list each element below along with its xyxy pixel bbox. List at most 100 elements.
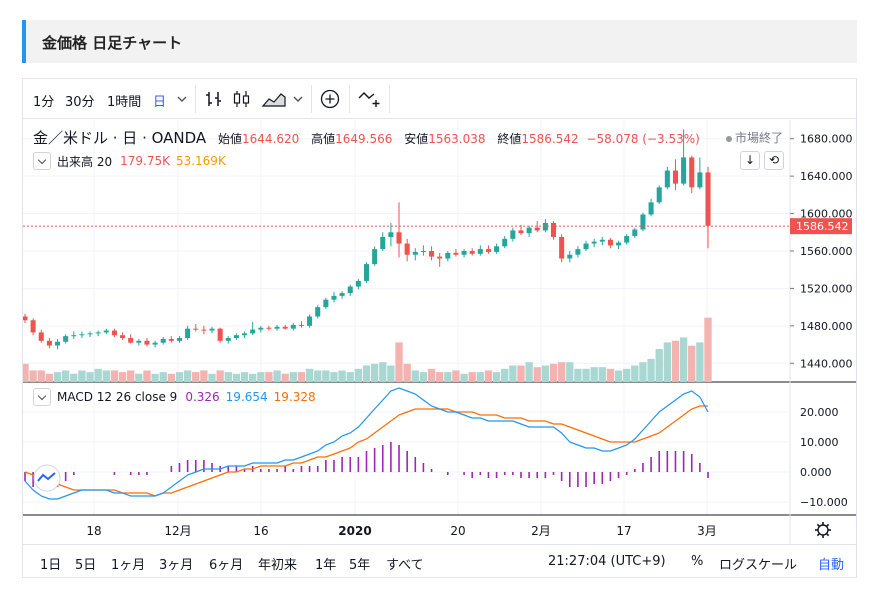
volume-bar: [232, 373, 241, 382]
volume-bar: [159, 372, 167, 382]
range-1m[interactable]: 1ヶ月: [111, 558, 146, 573]
range-1d[interactable]: 1日: [40, 558, 62, 573]
volume-bar: [45, 373, 54, 382]
range-1y[interactable]: 1年: [315, 558, 337, 573]
candle-body: [502, 238, 508, 247]
candle-body: [233, 335, 239, 339]
candle-body: [567, 254, 573, 259]
candle-body: [591, 241, 597, 244]
volume-bar: [167, 373, 176, 382]
candle-body: [282, 326, 288, 329]
volume-bar: [151, 373, 159, 382]
volume-bar: [509, 365, 517, 382]
volume-bar: [70, 373, 78, 382]
interval-day[interactable]: 日: [153, 95, 167, 110]
settings-gear-tooth: [825, 532, 830, 537]
candle-body: [307, 316, 313, 326]
candle-body: [632, 229, 638, 237]
interval-1hour[interactable]: 1時間: [107, 95, 142, 110]
settings-gear-tooth: [816, 532, 821, 537]
compare-icon[interactable]: [357, 89, 383, 109]
macd-collapse-button[interactable]: [33, 388, 51, 406]
toolbar-divider: [311, 85, 312, 113]
volume-bar: [86, 372, 94, 382]
candle-body: [575, 249, 581, 255]
volume-bar: [663, 342, 672, 382]
time-axis-label: 17: [616, 524, 631, 538]
chart-widget: 1分 30分 1時間 日 1586.542 1680.000 1640.000 160…: [22, 78, 857, 578]
candle-body: [274, 326, 280, 329]
toolbar: 1分 30分 1時間 日: [23, 79, 856, 119]
price-axis-label: 1680.000: [800, 133, 853, 146]
candle-body: [526, 227, 532, 234]
candle-body: [437, 256, 443, 259]
range-all[interactable]: すべて: [386, 558, 424, 573]
volume-bar: [94, 368, 102, 382]
volume-bar: [688, 345, 696, 382]
volume-bar: [354, 368, 363, 382]
candle-body: [38, 332, 44, 341]
interval-1min[interactable]: 1分: [33, 95, 55, 110]
macd-label: MACD 12 26 close 9: [57, 390, 178, 404]
percent-scale-toggle[interactable]: %: [691, 554, 704, 569]
volume-bar: [655, 349, 663, 382]
candle-body: [136, 340, 142, 343]
candle-body: [404, 243, 410, 255]
log-scale-toggle[interactable]: ログスケール: [719, 558, 798, 573]
price-axis-label: 1480.000: [800, 320, 853, 333]
range-bar: 1日 5日 1ヶ月 3ヶ月 6ヶ月 年初来 1年 5年 すべて 21:27:04…: [23, 544, 856, 577]
volume-bar: [590, 367, 598, 382]
candle-body: [111, 330, 117, 336]
volume-label: 出来高 20: [57, 154, 113, 169]
range-ytd[interactable]: 年初来: [258, 558, 298, 573]
high-label: 高値: [311, 132, 336, 146]
volume-bar: [249, 373, 257, 382]
volume-bar: [370, 363, 379, 382]
candle-body: [315, 307, 321, 317]
candlestick-icon[interactable]: [231, 89, 253, 109]
volume-bar: [623, 368, 631, 382]
volume-bar: [192, 372, 200, 382]
candle-body: [599, 239, 605, 242]
price-chart[interactable]: 1586.542 1680.000 1640.000 1600.000 1560.000…: [23, 120, 856, 544]
candle-body: [648, 202, 654, 215]
candle-body: [705, 172, 711, 226]
add-indicator-icon[interactable]: [319, 89, 341, 109]
high-value: 1649.566: [335, 132, 393, 146]
price-axis-label: 1440.000: [800, 357, 853, 370]
bar-chart-icon[interactable]: [203, 89, 225, 109]
candle-body: [681, 157, 687, 184]
candle-body: [152, 342, 158, 345]
range-5y[interactable]: 5年: [349, 558, 371, 573]
range-6m[interactable]: 6ヶ月: [209, 558, 244, 573]
volume-bar: [541, 365, 550, 382]
auto-scale-toggle[interactable]: 自動: [818, 558, 845, 573]
volume-bar: [492, 372, 501, 382]
volume-bar: [411, 370, 419, 382]
candle-body: [347, 286, 353, 294]
macd-axis-label: 20.000: [800, 406, 839, 419]
scroll-down-icon[interactable]: ↓: [740, 151, 760, 170]
candle-body: [461, 251, 467, 255]
volume-bar: [557, 362, 566, 382]
volume-bar: [452, 370, 460, 382]
reset-scale-icon[interactable]: ⟲: [764, 151, 784, 170]
candle-body: [380, 236, 386, 250]
volume-value: 179.75K: [120, 154, 170, 168]
chart-type-dropdown-icon[interactable]: [291, 89, 305, 109]
range-5d[interactable]: 5日: [75, 558, 97, 573]
candle-body: [168, 338, 174, 341]
candle-body: [23, 316, 28, 321]
candle-body: [388, 232, 394, 237]
range-3m[interactable]: 3ヶ月: [159, 558, 194, 573]
interval-30min[interactable]: 30分: [65, 95, 95, 110]
volume-bar: [606, 368, 615, 382]
volume-bar: [647, 358, 655, 382]
interval-dropdown-icon[interactable]: [175, 89, 189, 109]
page-title: 金価格 日足チャート: [42, 34, 183, 52]
area-chart-icon[interactable]: [261, 89, 287, 109]
price-axis-label: 1560.000: [800, 245, 853, 258]
candle-body: [242, 333, 248, 336]
volume-bar: [314, 370, 322, 382]
volume-collapse-button[interactable]: [33, 152, 51, 170]
